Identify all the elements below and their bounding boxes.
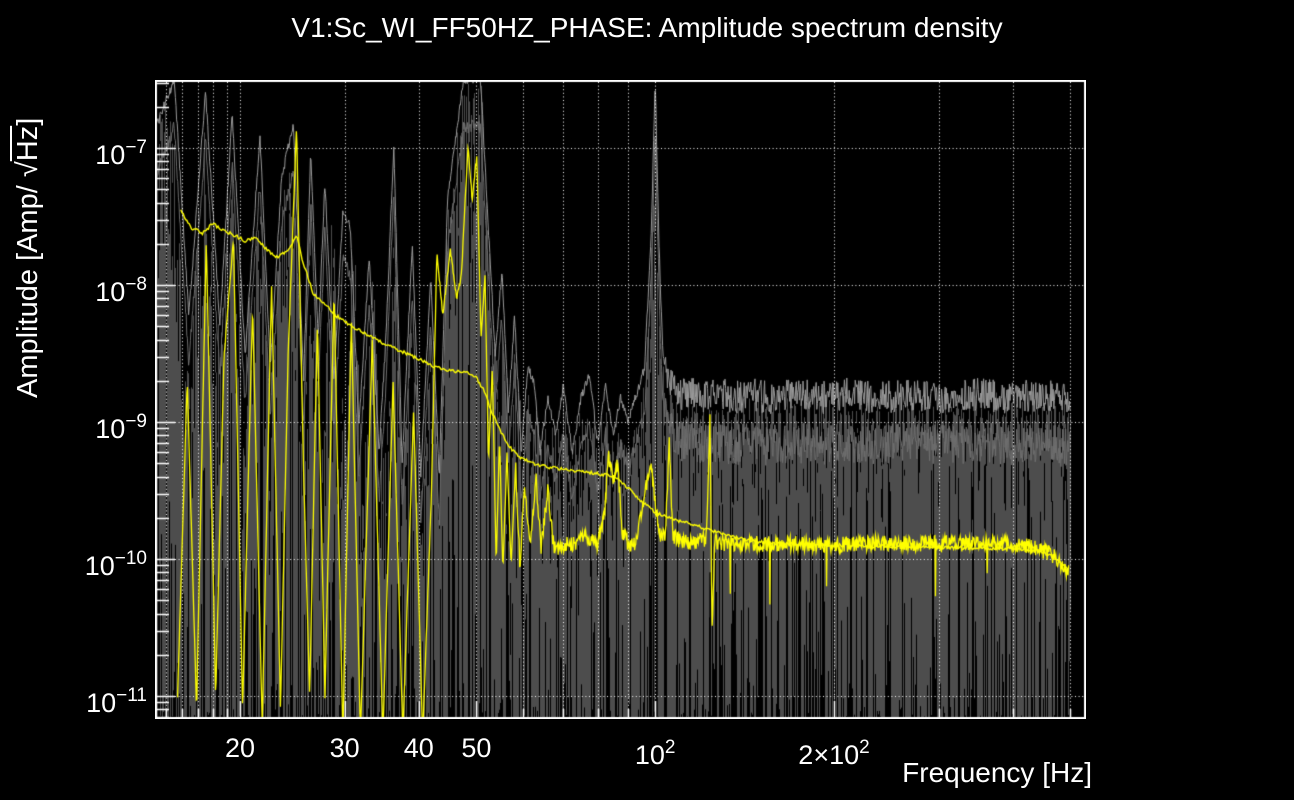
x-axis-title: Frequency [Hz]: [902, 757, 1092, 788]
x-tick-label: 50: [461, 733, 492, 763]
y-tick-label: 10−9: [95, 411, 147, 444]
y-tick-label: 10−11: [86, 685, 147, 718]
x-tick-label: 20: [224, 733, 256, 763]
x-tick-label: 40: [403, 733, 434, 763]
x-tick-label: 30: [329, 733, 360, 763]
spectrum-plot-canvas: [155, 80, 1086, 719]
y-tick-label: 10−7: [95, 137, 147, 170]
plot-title: V1:Sc_WI_FF50HZ_PHASE: Amplitude spectru…: [291, 12, 1003, 43]
x-tick-label: 102: [634, 737, 676, 770]
x-tick-label: 2×102: [798, 737, 870, 770]
y-tick-label: 10−8: [95, 274, 147, 307]
y-tick-label: 10−10: [84, 548, 147, 581]
